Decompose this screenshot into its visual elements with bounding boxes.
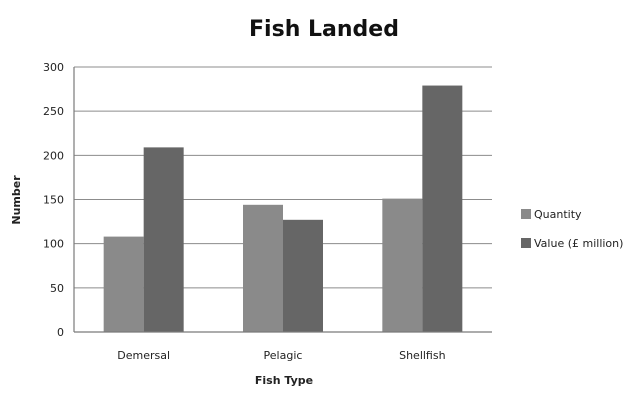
bar-pelagic-quantity	[243, 204, 283, 332]
tick-labels: 0 50 100 150 200 250 300 Demersal Pelagic Shellfi…	[43, 61, 446, 362]
y-tick-label: 300	[43, 61, 64, 74]
y-tick-label: 0	[57, 326, 64, 339]
y-axis-title: Number	[10, 175, 23, 225]
y-tick-label: 100	[43, 238, 64, 251]
legend-label: Value (£ million)	[534, 237, 623, 250]
y-tick-label: 50	[50, 282, 64, 295]
bar-shellfish-value	[422, 85, 463, 332]
x-tick-label: Shellfish	[399, 349, 445, 362]
bar-pelagic-value	[283, 219, 323, 332]
axes	[73, 67, 492, 333]
x-tick-label: Pelagic	[264, 349, 303, 362]
y-tick-label: 250	[43, 105, 64, 118]
legend: Quantity Value (£ million)	[521, 208, 623, 250]
bar-demersal-quantity	[103, 236, 144, 332]
legend-label: Quantity	[534, 208, 582, 221]
legend-swatch	[521, 209, 531, 219]
bars	[103, 85, 463, 332]
bar-shellfish-quantity	[382, 198, 423, 332]
legend-swatch	[521, 238, 531, 248]
x-axis-title: Fish Type	[255, 374, 313, 387]
y-tick-label: 150	[43, 194, 64, 207]
chart-title: Fish Landed	[249, 17, 399, 42]
bar-demersal-value	[143, 147, 184, 332]
x-tick-label: Demersal	[117, 349, 170, 362]
y-tick-label: 200	[43, 149, 64, 162]
